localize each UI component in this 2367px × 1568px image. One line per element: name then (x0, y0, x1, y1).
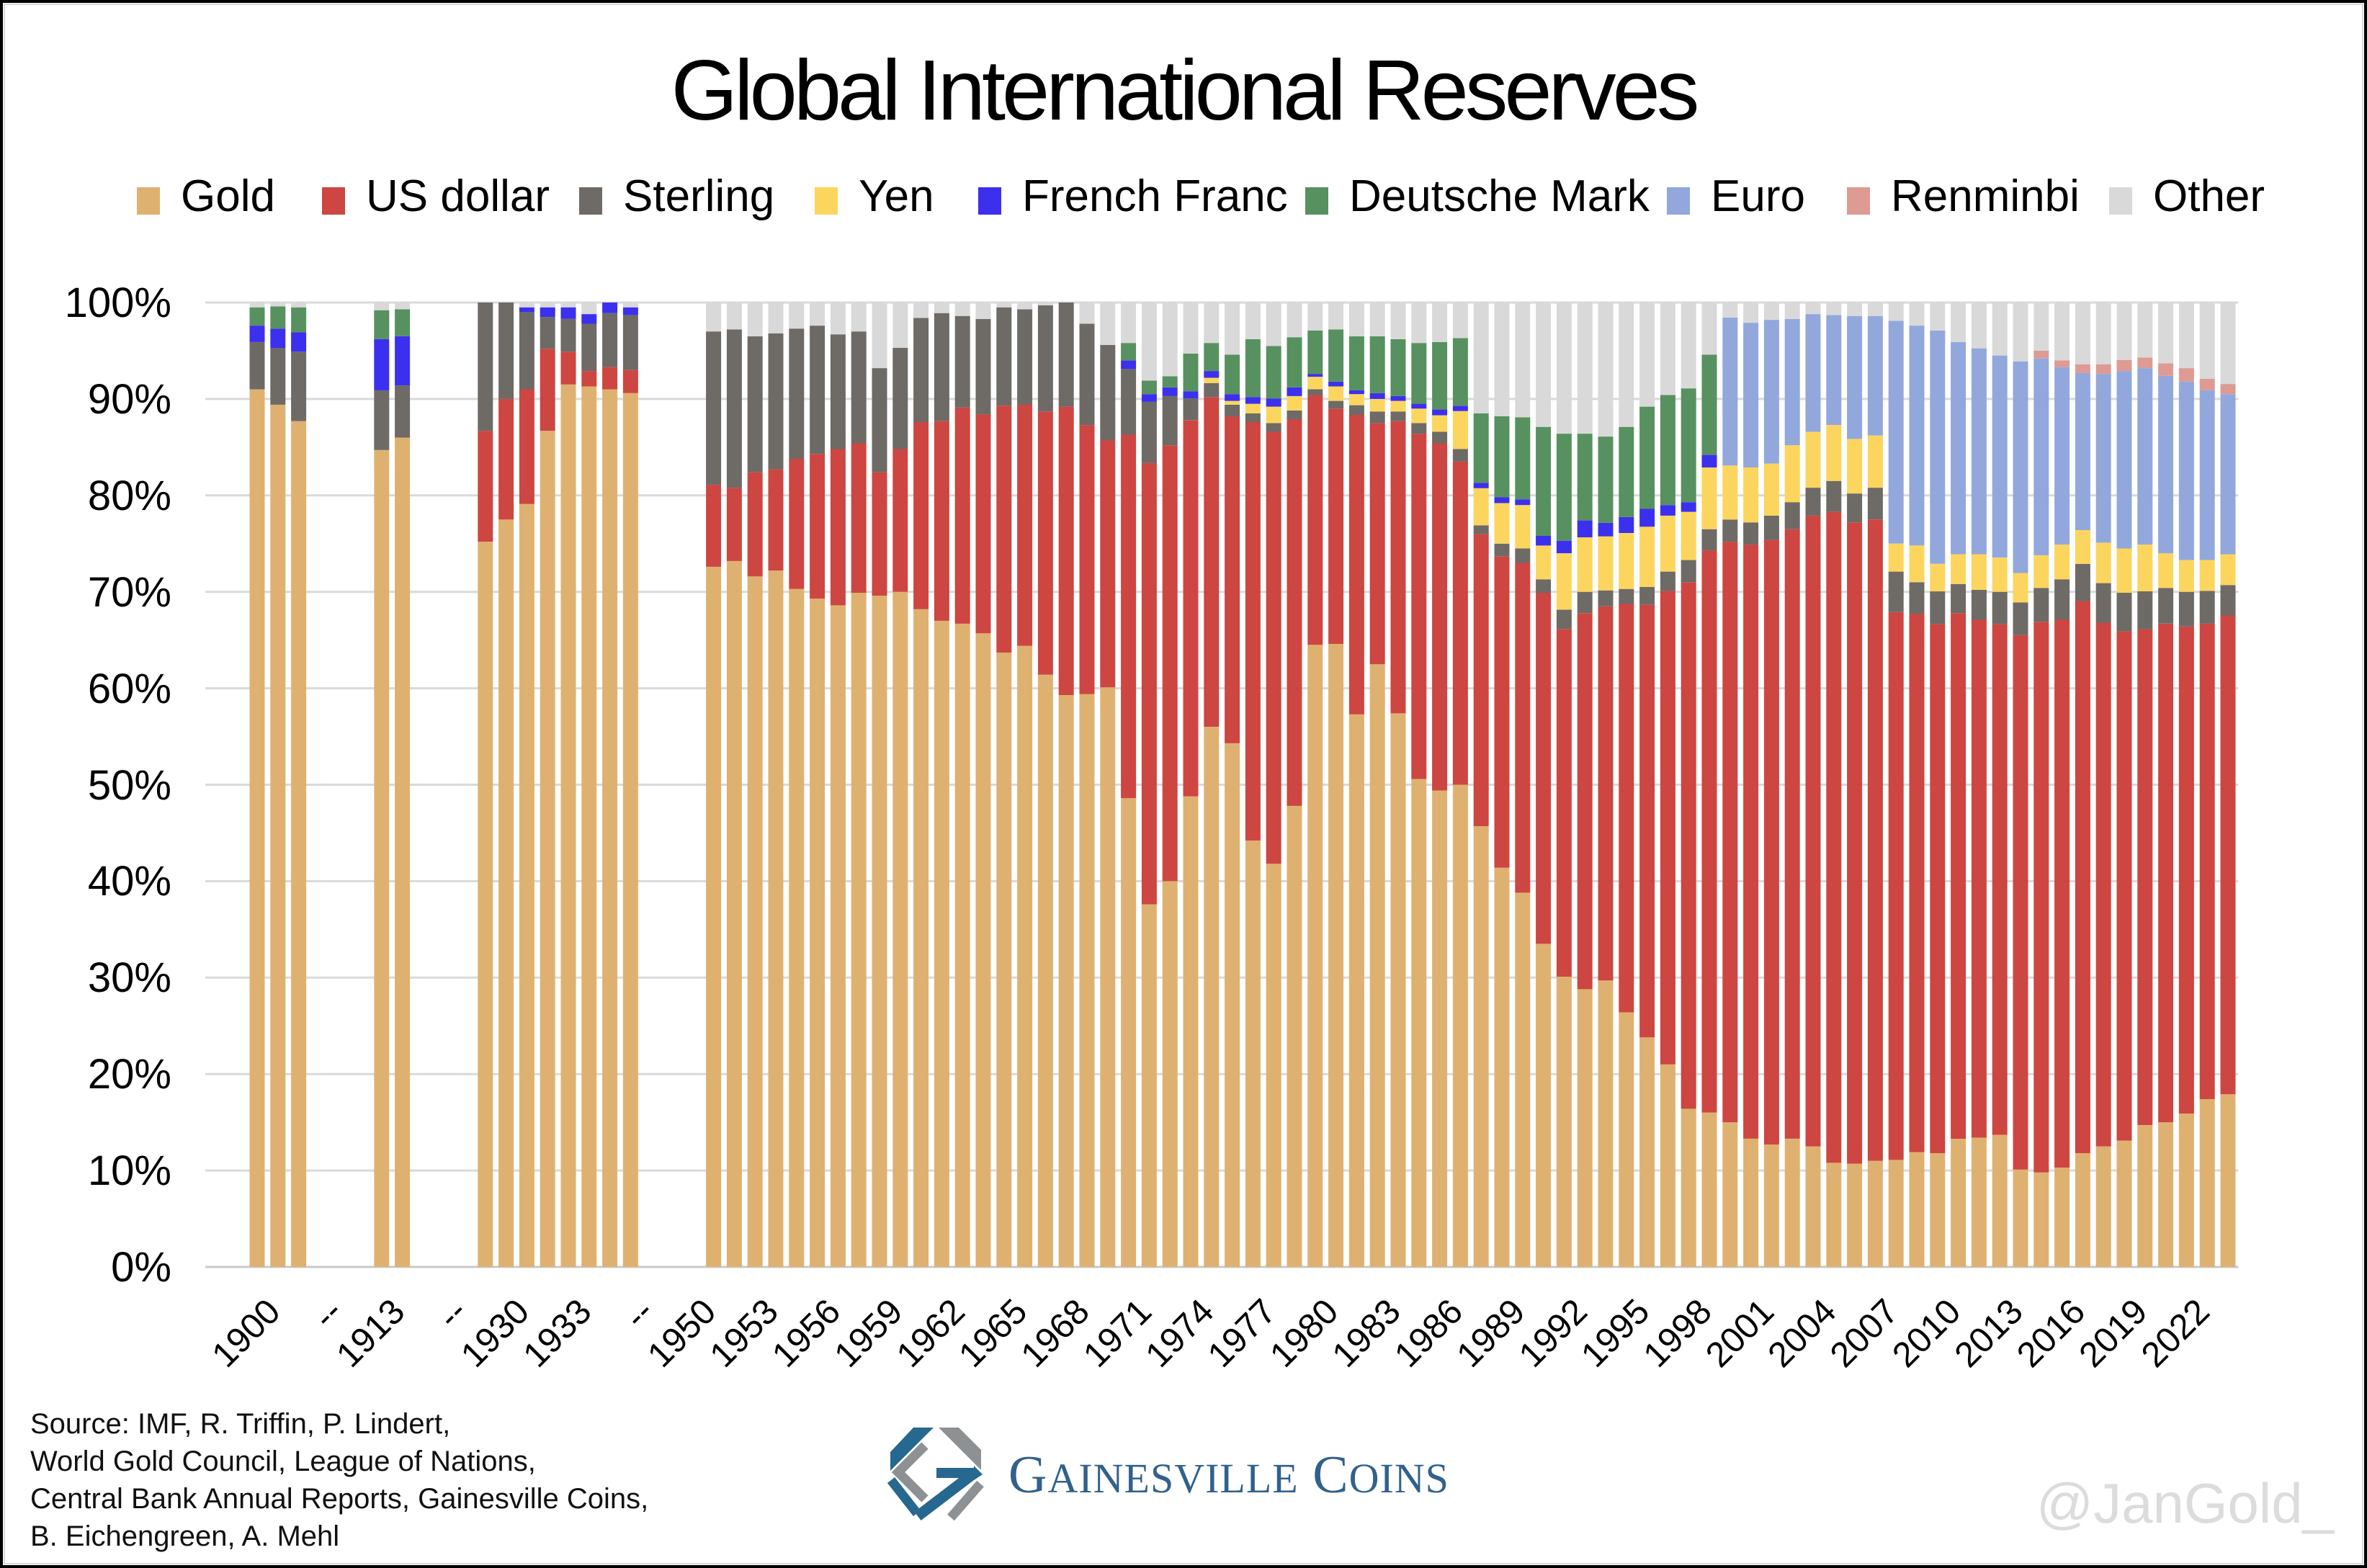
svg-text:@JanGold_: @JanGold_ (2036, 1471, 2335, 1535)
svg-text:0%: 0% (111, 1244, 171, 1291)
svg-text:10%: 10% (88, 1147, 171, 1194)
svg-text:20%: 20% (88, 1051, 171, 1098)
svg-text:Central Bank Annual Reports, G: Central Bank Annual Reports, Gainesville… (30, 1483, 648, 1515)
svg-text:30%: 30% (88, 954, 171, 1001)
svg-text:World Gold Council, League of: World Gold Council, League of Nations, (30, 1446, 536, 1477)
svg-text:Source: IMF, R. Triffin, P. Li: Source: IMF, R. Triffin, P. Lindert, (30, 1408, 450, 1440)
svg-text:Deutsche Mark: Deutsche Mark (1349, 171, 1650, 221)
svg-text:60%: 60% (88, 666, 171, 712)
svg-text:Other: Other (2153, 171, 2265, 221)
svg-text:40%: 40% (88, 858, 171, 905)
svg-text:Euro: Euro (1711, 171, 1805, 221)
svg-text:French Franc: French Franc (1022, 171, 1288, 221)
svg-text:80%: 80% (88, 472, 171, 519)
svg-text:70%: 70% (88, 569, 171, 616)
svg-text:Renminbi: Renminbi (1891, 171, 2080, 221)
svg-text:50%: 50% (88, 762, 171, 809)
svg-text:US dollar: US dollar (366, 171, 550, 221)
svg-text:B. Eichengreen, A. Mehl: B. Eichengreen, A. Mehl (30, 1520, 339, 1552)
svg-text:Global International Reserves: Global International Reserves (671, 42, 1697, 138)
svg-text:Yen: Yen (859, 171, 934, 221)
svg-text:Gold: Gold (181, 171, 275, 221)
svg-text:GAINESVILLE COINS: GAINESVILLE COINS (1008, 1446, 1449, 1505)
svg-text:100%: 100% (65, 279, 171, 326)
svg-text:90%: 90% (88, 376, 171, 423)
svg-text:Sterling: Sterling (623, 171, 774, 221)
